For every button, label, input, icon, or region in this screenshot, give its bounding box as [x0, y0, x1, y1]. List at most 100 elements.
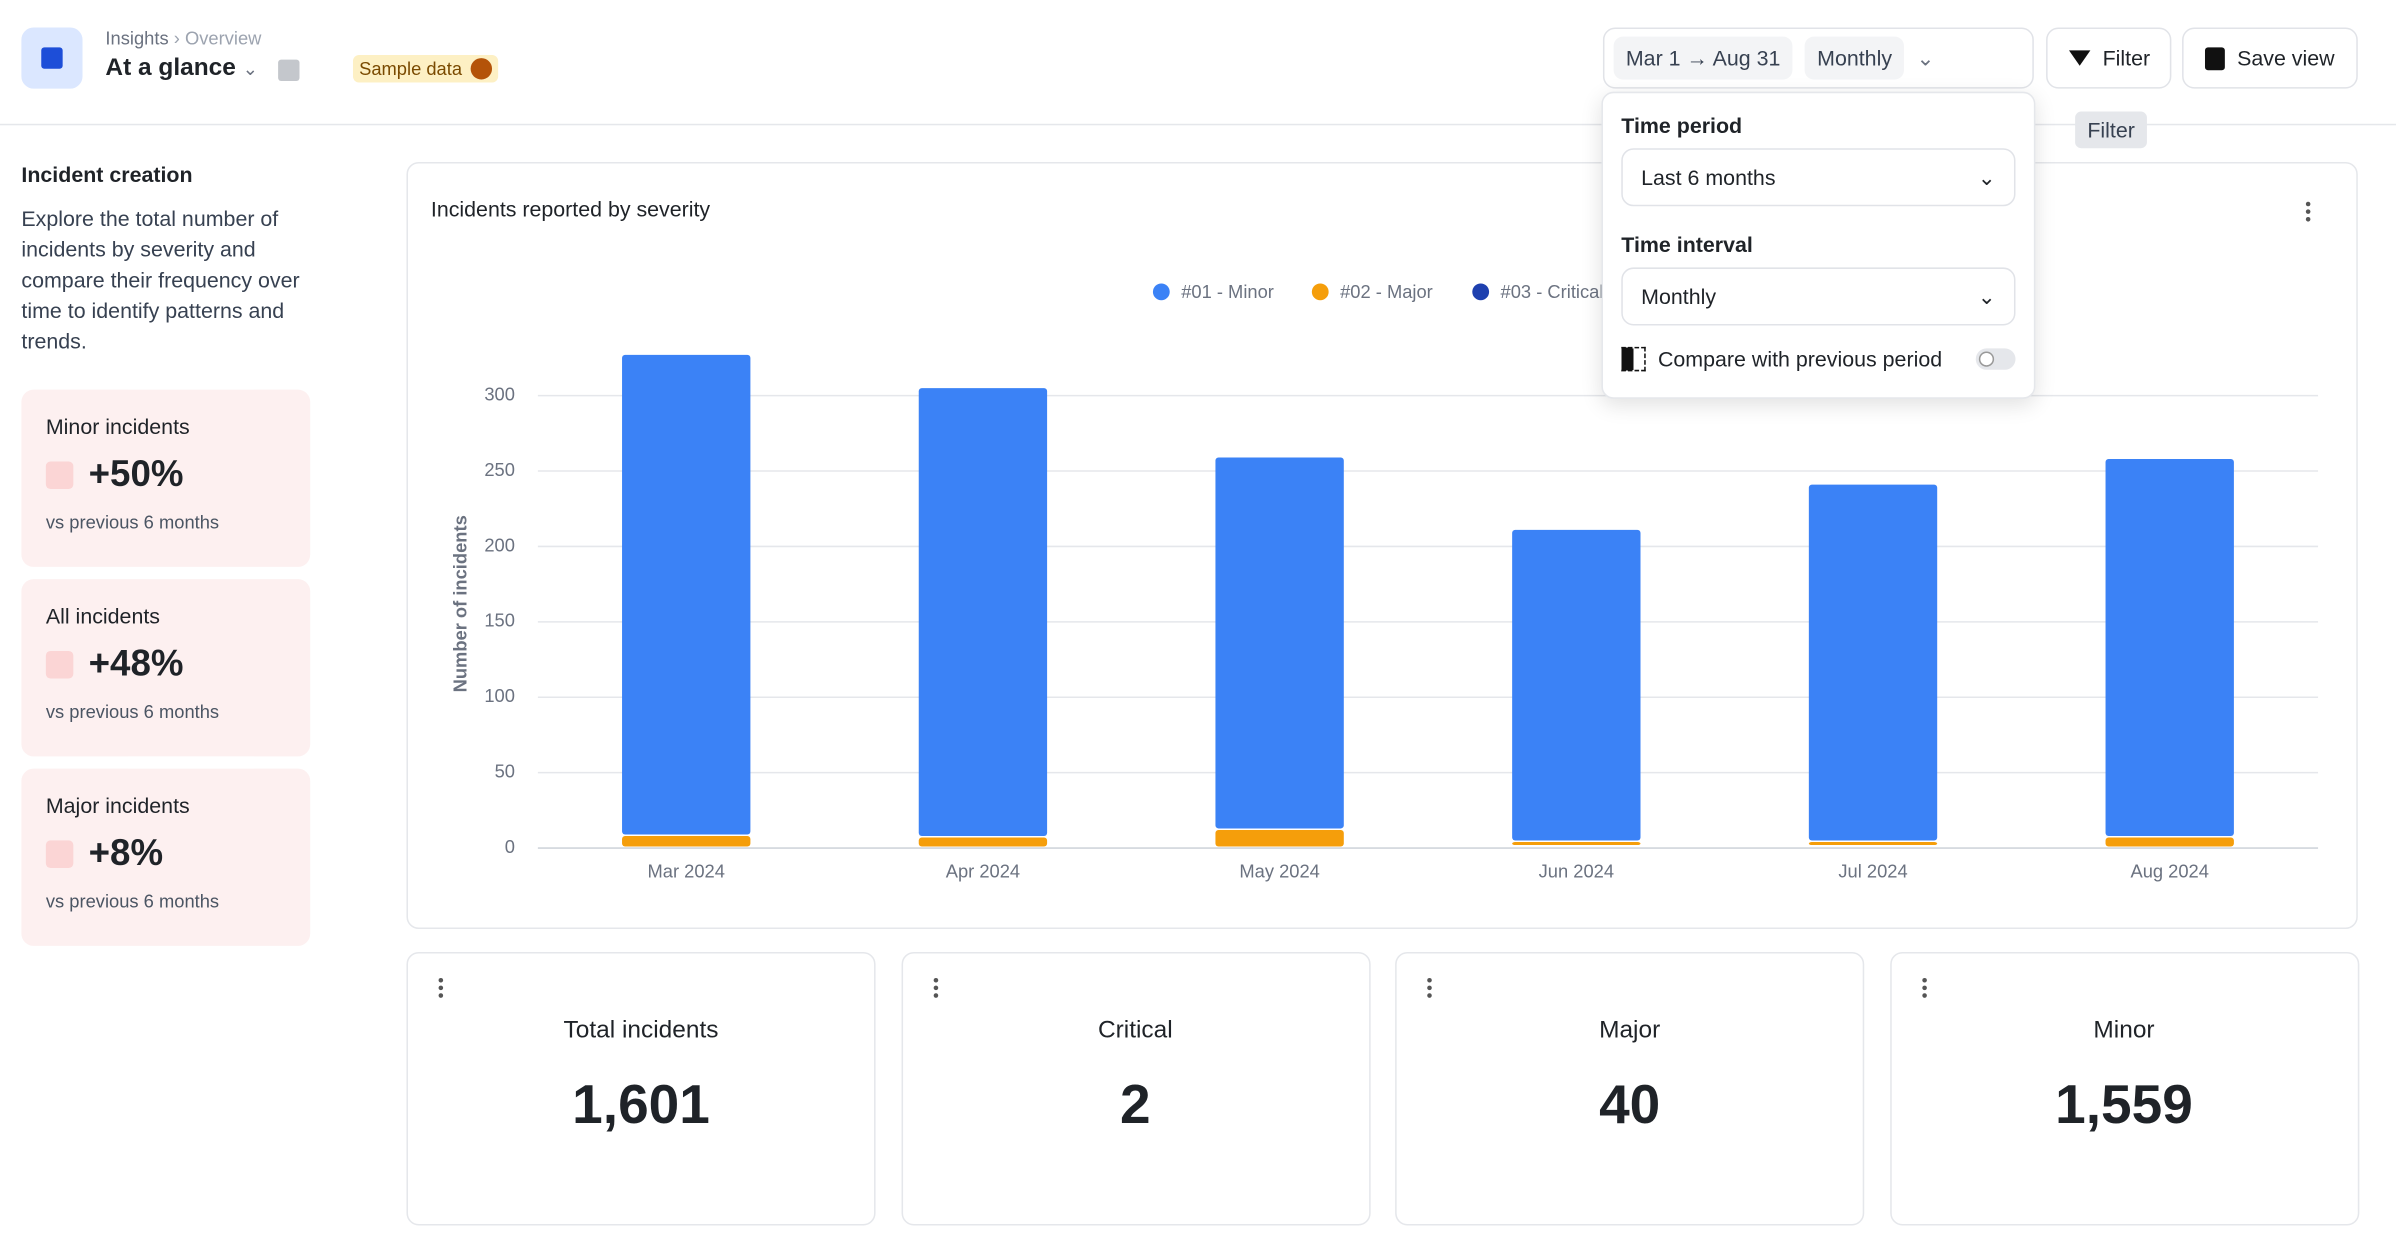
legend-label: #01 - Minor [1181, 281, 1274, 302]
bar-segment [1512, 842, 1641, 846]
x-tick-label: Jun 2024 [1539, 860, 1614, 881]
x-tick-label: Aug 2024 [2130, 860, 2208, 881]
trend-icon [45, 650, 74, 679]
legend-label: #02 - Major [1340, 281, 1433, 302]
y-tick-label: 50 [495, 761, 515, 782]
chevron[interactable]: ⌄ [1916, 45, 1935, 70]
metric-card: All incidents +48% vs previous 6 months [21, 579, 311, 757]
menu[interactable] [1427, 977, 1433, 1001]
metric-note: vs previous 6 months [45, 511, 220, 534]
y-tick-label: 100 [484, 685, 515, 706]
breadcrumb: Insights › Overview [105, 27, 262, 49]
bar-segment [1215, 829, 1344, 847]
stat-card: Major 40 [1395, 951, 1865, 1226]
bar-segment [1215, 457, 1344, 829]
app-icon [21, 27, 83, 89]
y-axis-label: Number of incidents [449, 515, 470, 692]
stat-label: Critical [1097, 1017, 1173, 1044]
bar-segment [1808, 842, 1938, 846]
metric-change: +8% [45, 832, 286, 876]
metric-note: vs previous 6 months [45, 890, 220, 913]
stat-card: Critical 2 [900, 951, 1370, 1226]
save-view-button[interactable]: Save view [2182, 27, 2358, 89]
stat-label: Minor [2093, 1017, 2155, 1044]
stat-card: Total incidents 1,601 [406, 951, 876, 1226]
tooltip: Filter [2075, 111, 2148, 149]
legend-swatch [1472, 283, 1490, 301]
badge-text: Sample data [359, 58, 463, 80]
y-tick-label: 300 [484, 383, 515, 404]
metric-card: Minor incidents +50% vs previous 6 months [21, 389, 311, 567]
select-value: Monthly [1641, 284, 1717, 309]
trend-icon [45, 840, 74, 868]
stat-label: Total incidents [563, 1017, 719, 1044]
select-value: Last 6 months [1641, 165, 1776, 190]
legend-swatch [1152, 283, 1170, 301]
bar-segment [918, 837, 1048, 847]
x-tick-label: May 2024 [1239, 860, 1320, 881]
metric-change-text: +48% [88, 643, 184, 685]
bar-segment [622, 354, 751, 835]
legend-swatch [1311, 283, 1329, 301]
x-tick-label: Jul 2024 [1838, 860, 1907, 881]
field-label: Time interval [1621, 232, 1753, 257]
compare-label: Compare with previous period [1657, 346, 1943, 372]
filter-text: Filter [2102, 45, 2151, 71]
chart-title: Incidents reported by severity [431, 198, 711, 222]
metric-label: Major incidents [45, 793, 190, 818]
menu[interactable] [932, 977, 939, 1001]
date-controls: Mar 1 → Aug 31 Monthly ⌄ [1602, 27, 2034, 89]
y-tick-label: 250 [484, 459, 515, 480]
time-interval-select[interactable]: Monthly ⌄ [1621, 267, 2016, 326]
sidebar-heading: Incident creation [21, 161, 193, 187]
save-text: Save view [2237, 45, 2335, 71]
metric-card: Major incidents +8% vs previous 6 months [21, 768, 311, 946]
filter-button[interactable]: Filter [2046, 27, 2172, 89]
page-title[interactable]: At a glance ⌄ [105, 55, 259, 81]
date-range[interactable]: Mar 1 → Aug 31 [1613, 36, 1793, 80]
time-period-select[interactable]: Last 6 months ⌄ [1621, 148, 2016, 207]
metric-change: +50% [45, 453, 286, 497]
y-tick-label: 150 [484, 610, 515, 631]
sample-badge[interactable]: Sample data [352, 55, 499, 83]
sidebar-description: Explore the total number of incidents by… [21, 206, 300, 353]
stat-value: 1,559 [2055, 1072, 2193, 1136]
breadcrumb-item[interactable]: Insights [105, 27, 169, 49]
bar-segment [918, 388, 1048, 836]
menu[interactable] [2305, 201, 2312, 225]
metric-change: +48% [45, 643, 286, 686]
stat-value: 40 [1599, 1072, 1661, 1136]
page-title-text: At a glance [105, 55, 236, 81]
metric-change-text: +8% [88, 832, 164, 875]
stat-card: Minor 1,559 [1889, 951, 2359, 1226]
bar-segment [2105, 837, 2234, 847]
toggle[interactable] [1975, 348, 2016, 370]
stat-value: 1,601 [572, 1072, 710, 1136]
metric-change-text: +50% [88, 453, 184, 496]
copy-icon[interactable] [278, 59, 300, 81]
bar-segment [1808, 484, 1938, 841]
metric-note: vs previous 6 months [45, 701, 220, 723]
trend-icon [45, 461, 74, 489]
bar-segment [1512, 529, 1641, 841]
interval-button[interactable]: Monthly [1804, 36, 1905, 80]
breadcrumb-item[interactable]: Overview [184, 27, 262, 49]
legend-label: #03 - Critical [1501, 281, 1604, 302]
menu[interactable] [1921, 977, 1928, 1001]
y-tick-label: 0 [505, 836, 515, 857]
compare-row: Compare with previous period [1621, 346, 2016, 372]
x-tick-label: Apr 2024 [946, 860, 1020, 881]
menu[interactable] [438, 977, 445, 1001]
metric-label: All incidents [45, 603, 160, 629]
field-label: Time period [1621, 113, 1743, 138]
stat-value: 2 [1120, 1072, 1151, 1136]
y-tick-label: 200 [484, 534, 515, 555]
stat-label: Major [1599, 1017, 1661, 1044]
filter-popover: Time period Last 6 months ⌄ Time interval… [1601, 91, 2036, 399]
bar-segment [2105, 458, 2234, 836]
top-bar [0, 0, 2396, 126]
metric-label: Minor incidents [45, 414, 190, 439]
